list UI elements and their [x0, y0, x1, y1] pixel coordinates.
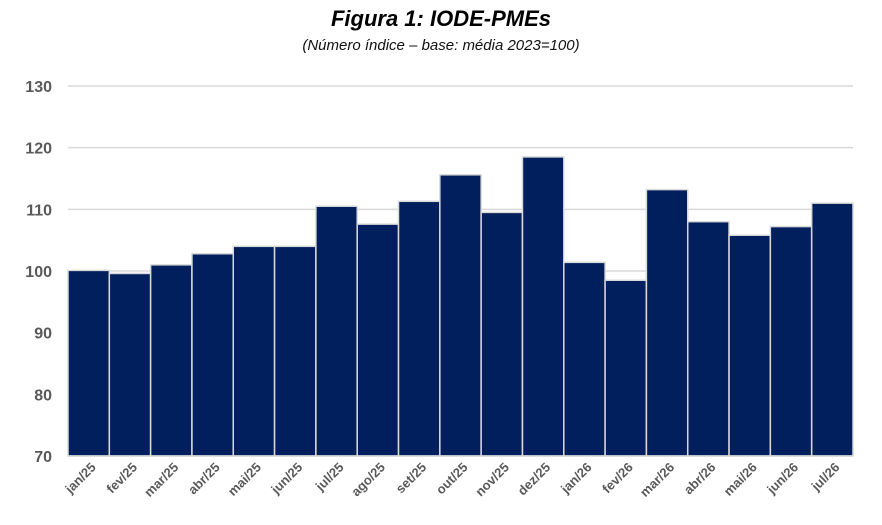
x-tick-label: mai/26 — [721, 460, 760, 499]
bar — [645, 188, 689, 457]
bar — [232, 245, 276, 457]
y-tick-label: 130 — [25, 79, 52, 96]
bar — [397, 200, 441, 457]
y-tick-label: 100 — [25, 264, 52, 281]
bar — [769, 225, 813, 457]
x-tick-label: mar/26 — [637, 460, 677, 500]
y-tick-label: 70 — [34, 449, 52, 466]
x-tick-label: fev/26 — [599, 460, 636, 497]
x-tick-label: jul/26 — [808, 460, 843, 495]
x-tick-label: abr/25 — [185, 460, 223, 498]
x-tick-label: jun/25 — [267, 460, 305, 498]
bar — [67, 269, 111, 457]
bar — [108, 272, 152, 457]
x-tick-label: out/25 — [433, 460, 471, 498]
chart-subtitle: (Número índice – base: média 2023=100) — [302, 37, 580, 54]
bar — [563, 261, 606, 457]
x-tick-label: ago/25 — [348, 460, 388, 500]
y-tick-label: 80 — [34, 387, 52, 404]
bar — [521, 156, 565, 457]
bar — [356, 223, 400, 457]
bar — [604, 279, 648, 457]
x-tick-label: abr/26 — [681, 460, 719, 498]
x-tick-label: fev/25 — [103, 460, 140, 497]
y-tick-label: 90 — [34, 326, 52, 343]
bar — [315, 205, 358, 457]
y-tick-label: 120 — [25, 141, 52, 158]
x-tick-label: jun/26 — [763, 460, 801, 498]
x-tick-label: dez/25 — [515, 460, 554, 499]
x-tick-label: jan/25 — [61, 460, 98, 497]
x-axis: jan/25 fev/25 mar/25 abr/25 mai/25 jun/25 jul/… — [61, 455, 853, 500]
bar — [149, 264, 193, 457]
x-tick-label: set/25 — [393, 460, 430, 497]
bar — [273, 245, 317, 457]
y-tick-label: 110 — [26, 202, 52, 219]
x-tick-label: nov/25 — [472, 460, 512, 500]
x-tick-label: mai/25 — [225, 460, 264, 499]
x-tick-label: mar/25 — [141, 460, 181, 500]
bar — [686, 220, 730, 457]
y-axis: 70 80 90 100 110 120 130 — [25, 79, 52, 466]
bar — [810, 202, 854, 457]
x-tick-label: jul/25 — [312, 460, 347, 495]
bar — [480, 211, 524, 457]
bar — [191, 252, 235, 457]
x-tick-label: jan/26 — [557, 460, 594, 497]
bars — [67, 156, 854, 457]
bar — [728, 234, 772, 457]
chart-title: Figura 1: IODE-PMEs — [330, 6, 552, 31]
bar — [439, 174, 482, 457]
